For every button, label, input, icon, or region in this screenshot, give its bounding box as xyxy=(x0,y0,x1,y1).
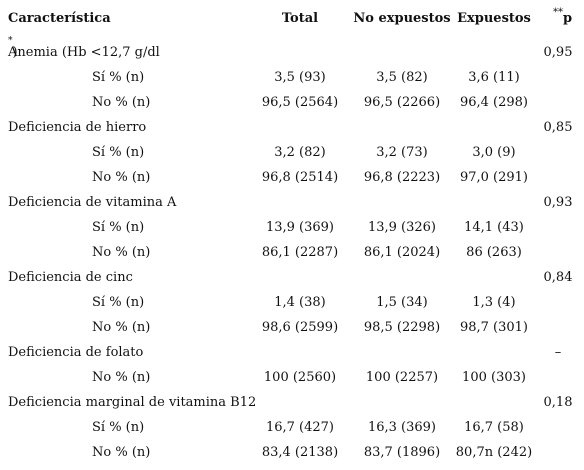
cell-expuestos: 86 (263) xyxy=(466,245,522,260)
cell-expuestos: 14,1 (43) xyxy=(464,220,524,235)
cell-total: 1,4 (38) xyxy=(274,295,326,310)
cell-no-expuestos: 13,9 (326) xyxy=(367,220,437,235)
cell-total: 3,2 (82) xyxy=(274,145,326,160)
row-label: No % (n) xyxy=(92,95,151,110)
table-row: No % (n) 100 (2560) 100 (2257) 100 (303) xyxy=(0,367,584,392)
cell-total: 96,5 (2564) xyxy=(261,95,339,110)
row-label: Sí % (n) xyxy=(92,145,145,160)
row-label: Sí % (n) xyxy=(92,220,145,235)
p-value-anemia: 0,95 xyxy=(543,45,573,60)
header-expuestos: Expuestos xyxy=(457,11,531,26)
row-label: No % (n) xyxy=(92,370,151,385)
cell-total: 86,1 (2287) xyxy=(261,245,339,260)
cell-total: 98,6 (2599) xyxy=(261,320,339,335)
cell-expuestos: 1,3 (4) xyxy=(472,295,516,310)
cell-expuestos: 80,7n (242) xyxy=(455,445,533,460)
row-label: No % (n) xyxy=(92,245,151,260)
cell-total: 13,9 (369) xyxy=(265,220,335,235)
group-row-cinc: Deficiencia de cinc 0,84 xyxy=(0,267,584,292)
table-row: No % (n) 83,4 (2138) 83,7 (1896) 80,7n (… xyxy=(0,442,584,467)
cell-total: 100 (2560) xyxy=(263,370,337,385)
p-value-cinc: 0,84 xyxy=(543,270,573,285)
group-row-folato: Deficiencia de folato – xyxy=(0,342,584,367)
cell-no-expuestos: 3,2 (73) xyxy=(376,145,428,160)
header-total: Total xyxy=(281,11,319,26)
cell-expuestos: 97,0 (291) xyxy=(459,170,529,185)
header-p-label: p xyxy=(563,11,573,26)
cell-total: 3,5 (93) xyxy=(274,70,326,85)
cell-expuestos: 96,4 (298) xyxy=(459,95,529,110)
row-label: Sí % (n) xyxy=(92,70,145,85)
header-p-stars: ** xyxy=(553,7,563,18)
cell-no-expuestos: 3,5 (82) xyxy=(376,70,428,85)
header-no-expuestos: No expuestos xyxy=(353,11,451,26)
cell-no-expuestos: 96,5 (2266) xyxy=(363,95,441,110)
p-value-hierro: 0,85 xyxy=(543,120,573,135)
table-row: Sí % (n) 3,5 (93) 3,5 (82) 3,6 (11) xyxy=(0,67,584,92)
cell-expuestos: 100 (303) xyxy=(462,370,526,385)
group-label-b12: Deficiencia marginal de vitamina B12 xyxy=(8,395,257,410)
group-label-vitamina-a: Deficiencia de vitamina A xyxy=(8,195,177,210)
table-row: No % (n) 96,5 (2564) 96,5 (2266) 96,4 (2… xyxy=(0,92,584,117)
cell-no-expuestos: 100 (2257) xyxy=(365,370,439,385)
row-label: No % (n) xyxy=(92,445,151,460)
p-value-b12: 0,18 xyxy=(543,395,573,410)
group-row-b12: Deficiencia marginal de vitamina B12 0,1… xyxy=(0,392,584,417)
table-row: Sí % (n) 13,9 (369) 13,9 (326) 14,1 (43) xyxy=(0,217,584,242)
cell-no-expuestos: 96,8 (2223) xyxy=(363,170,441,185)
cell-total: 16,7 (427) xyxy=(265,420,335,435)
cell-no-expuestos: 98,5 (2298) xyxy=(363,320,441,335)
group-label-hierro: Deficiencia de hierro xyxy=(8,120,147,135)
row-label: Sí % (n) xyxy=(92,295,145,310)
group-label-folato: Deficiencia de folato xyxy=(8,345,144,360)
row-label: Sí % (n) xyxy=(92,420,145,435)
p-value-vitamina-a: 0,93 xyxy=(543,195,573,210)
group-label-anemia: Anemia (Hb <12,7 g/dl *) xyxy=(8,36,160,61)
group-row-hierro: Deficiencia de hierro 0,85 xyxy=(0,117,584,142)
cell-no-expuestos: 1,5 (34) xyxy=(376,295,428,310)
table-row: Sí % (n) 3,2 (82) 3,2 (73) 3,0 (9) xyxy=(0,142,584,167)
row-label: No % (n) xyxy=(92,320,151,335)
group-row-anemia: Anemia (Hb <12,7 g/dl *) 0,95 xyxy=(0,36,584,67)
cell-no-expuestos: 83,7 (1896) xyxy=(363,445,441,460)
group-label-cinc: Deficiencia de cinc xyxy=(8,270,133,285)
table-row: No % (n) 86,1 (2287) 86,1 (2024) 86 (263… xyxy=(0,242,584,267)
cell-total: 96,8 (2514) xyxy=(261,170,339,185)
header-caracteristica: Característica xyxy=(8,11,111,26)
group-row-vitamina-a: Deficiencia de vitamina A 0,93 xyxy=(0,192,584,217)
table-row: Sí % (n) 1,4 (38) 1,5 (34) 1,3 (4) xyxy=(0,292,584,317)
header-p: ** p xyxy=(536,7,580,30)
table-row: Sí % (n) 16,7 (427) 16,3 (369) 16,7 (58) xyxy=(0,417,584,442)
cell-expuestos: 16,7 (58) xyxy=(464,420,524,435)
table-row: No % (n) 96,8 (2514) 96,8 (2223) 97,0 (2… xyxy=(0,167,584,192)
cell-expuestos: 98,7 (301) xyxy=(459,320,529,335)
cell-no-expuestos: 86,1 (2024) xyxy=(363,245,441,260)
row-label: No % (n) xyxy=(92,170,151,185)
header-row: Característica Total No expuestos Expues… xyxy=(0,7,584,33)
cell-total: 83,4 (2138) xyxy=(261,445,339,460)
cell-no-expuestos: 16,3 (369) xyxy=(367,420,437,435)
p-value-folato: – xyxy=(554,345,562,360)
table-row: No % (n) 98,6 (2599) 98,5 (2298) 98,7 (3… xyxy=(0,317,584,342)
cell-expuestos: 3,6 (11) xyxy=(468,70,520,85)
cell-expuestos: 3,0 (9) xyxy=(472,145,516,160)
